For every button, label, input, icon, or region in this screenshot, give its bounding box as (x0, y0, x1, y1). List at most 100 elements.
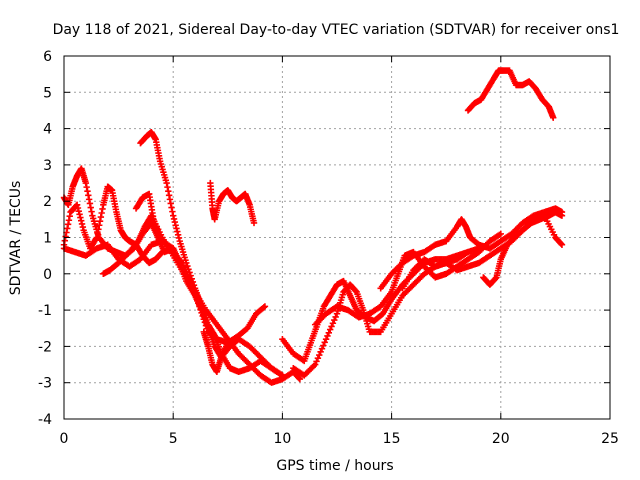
y-tick-label: -3 (38, 376, 52, 392)
data-point (331, 316, 338, 324)
data-point (173, 225, 180, 232)
data-point (187, 277, 194, 285)
series-track-5 (137, 129, 286, 379)
x-axis-label: GPS time / hours (276, 458, 393, 474)
data-point (82, 179, 90, 187)
y-tick-label: 0 (43, 267, 52, 283)
data-point (97, 213, 105, 221)
data-point (165, 192, 173, 199)
data-point (184, 262, 191, 270)
y-tick-label: 4 (43, 122, 52, 138)
data-point (64, 221, 72, 228)
data-point (66, 212, 73, 220)
data-point (321, 339, 328, 346)
data-point (174, 231, 182, 238)
data-point (558, 241, 566, 248)
data-point (62, 233, 69, 240)
data-point (98, 209, 105, 217)
data-point (95, 226, 102, 233)
data-point (64, 225, 71, 232)
y-tick-label: 6 (43, 49, 52, 65)
data-point (76, 211, 83, 218)
data-point (174, 228, 181, 235)
data-point (163, 179, 170, 187)
data-point (83, 183, 90, 191)
data-point (65, 217, 73, 224)
series-track-14 (464, 67, 557, 121)
series-track-6 (132, 190, 269, 346)
data-point (170, 212, 177, 219)
data-point (88, 208, 95, 215)
data-point (78, 220, 86, 228)
data-point (328, 323, 335, 330)
y-tick-label: 5 (43, 85, 52, 101)
data-point (202, 322, 210, 329)
data-point (189, 284, 197, 291)
data-point (164, 183, 171, 191)
data-point (326, 326, 334, 333)
x-tick-label: 10 (273, 431, 291, 447)
data-point (464, 248, 472, 256)
data-point (77, 217, 85, 224)
data-point (261, 303, 269, 310)
grid-lines (64, 56, 610, 419)
data-point (85, 196, 93, 203)
data-point (250, 219, 258, 227)
data-point (79, 223, 87, 231)
y-tick-label: 2 (43, 194, 52, 210)
data-point (167, 200, 174, 207)
data-point (296, 375, 304, 383)
y-tick-label: 3 (43, 158, 52, 174)
data-point (94, 230, 101, 237)
data-point (158, 249, 165, 257)
y-tick-label: -1 (38, 303, 52, 319)
data-point (196, 303, 203, 310)
data-point (74, 204, 82, 212)
x-tick-label: 5 (169, 431, 178, 447)
data-point (231, 335, 238, 343)
data-point (557, 240, 565, 248)
series-track-15 (399, 212, 566, 292)
data-point (87, 204, 94, 211)
data-point (295, 374, 303, 382)
data-point (86, 200, 94, 207)
data-point (332, 313, 339, 321)
data-point (93, 234, 100, 241)
data-point (61, 237, 69, 244)
data-point (171, 218, 179, 226)
data-point (192, 293, 200, 301)
data-point (96, 222, 103, 229)
data-point (191, 290, 199, 297)
data-point (279, 372, 286, 379)
x-tick-label: 15 (383, 431, 401, 447)
data-point (96, 217, 104, 225)
data-point (175, 234, 183, 242)
x-tick-label: 20 (492, 431, 510, 447)
data-point (99, 205, 106, 213)
data-point (199, 312, 206, 320)
data-point (168, 204, 175, 211)
data-point (77, 214, 84, 221)
y-tick-label: -4 (38, 412, 52, 428)
data-point (260, 304, 268, 311)
chart-title: Day 118 of 2021, Sidereal Day-to-day VTE… (53, 22, 620, 38)
data-point (197, 306, 204, 313)
data-point (170, 215, 178, 223)
data-point (329, 320, 337, 327)
data-point (194, 296, 201, 304)
axis-ticks: 0 5 10 15 20 25 -4 -3 -2 -1 0 1 2 3 4 5 6 (38, 49, 619, 447)
x-tick-label: 25 (601, 431, 619, 447)
data-point (550, 114, 557, 121)
series-track-7 (207, 179, 258, 227)
data-point (188, 281, 195, 288)
series-track-2 (60, 183, 166, 267)
data-point (325, 329, 333, 336)
data-point (317, 348, 324, 356)
data-point (159, 248, 166, 256)
data-point (84, 188, 91, 195)
data-point (198, 309, 205, 317)
data-point (190, 287, 198, 294)
y-tick-label: 1 (43, 231, 52, 247)
data-series (60, 67, 566, 386)
